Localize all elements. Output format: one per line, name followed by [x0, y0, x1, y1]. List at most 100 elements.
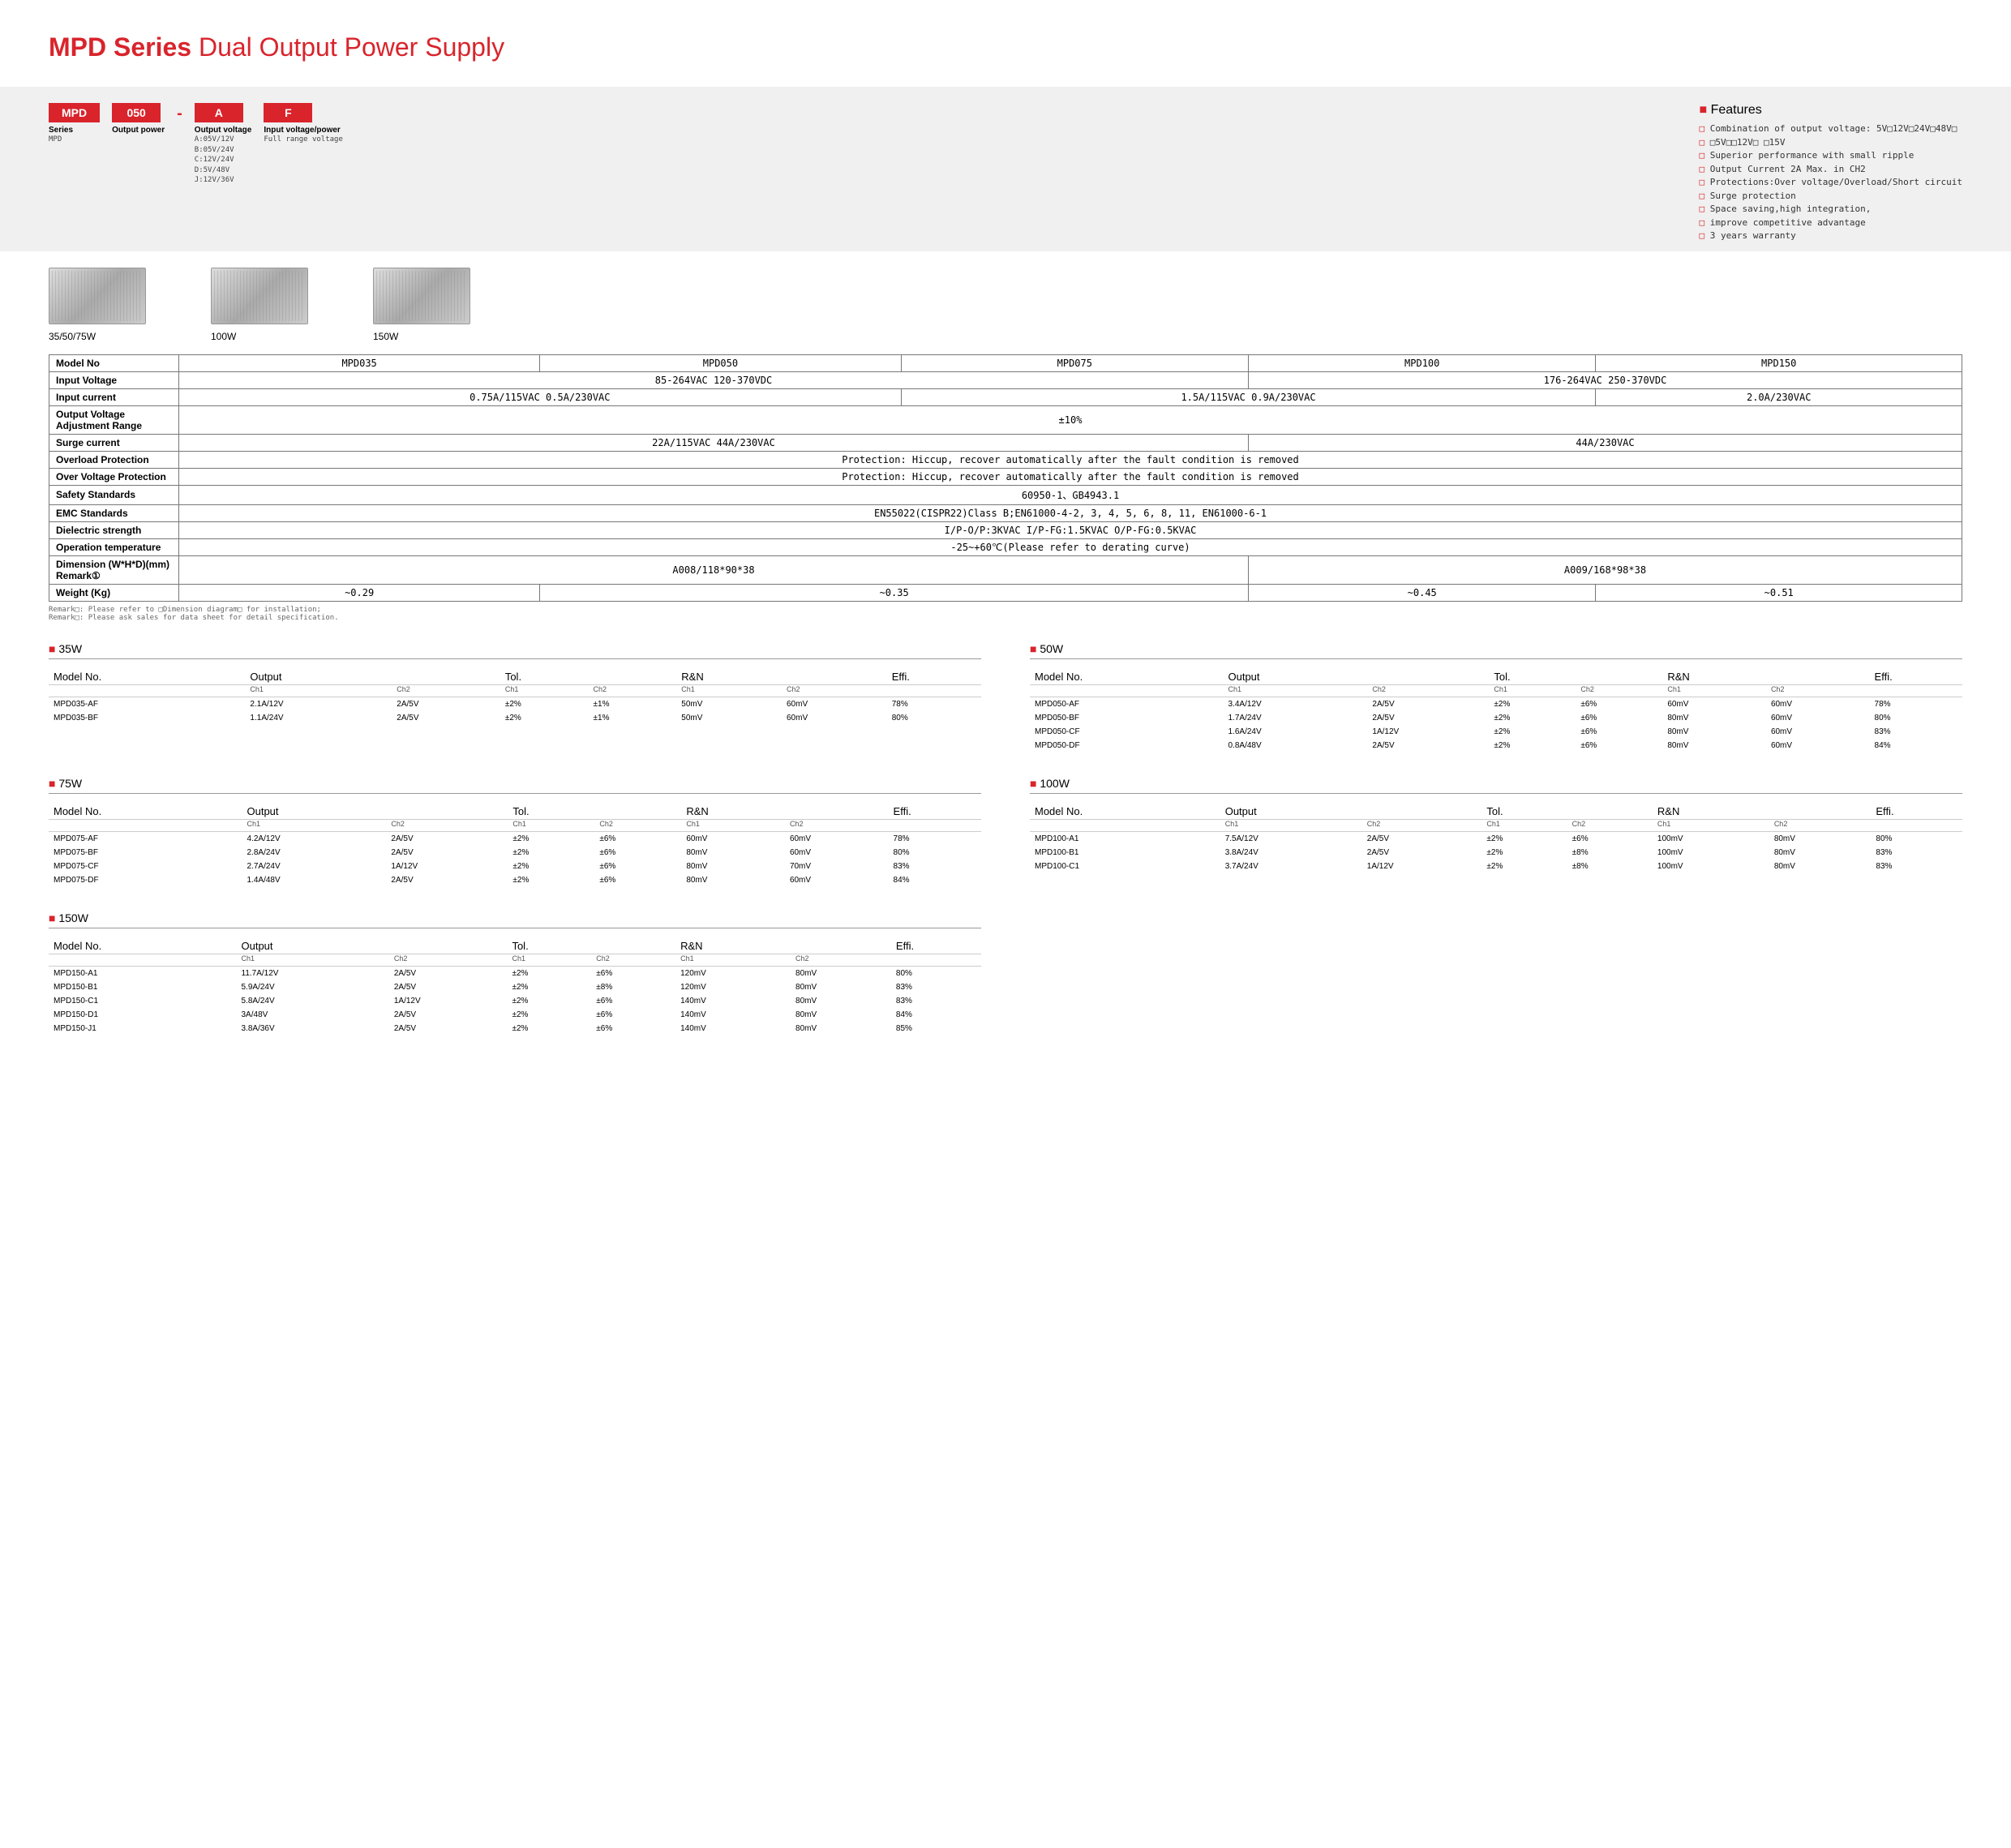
wtable-subheader: Ch1 [242, 819, 387, 831]
wtable-cell: 2A/5V [1367, 697, 1489, 711]
wtable-cell: 80mV [791, 994, 891, 1008]
wattage-table: Model No.OutputTol.R&NEffi.Ch1Ch2Ch1Ch2C… [1030, 667, 1962, 752]
wtable-cell: 60mV [1766, 739, 1870, 752]
wtable-subheader: Ch1 [1662, 684, 1766, 697]
wtable-cell: 2A/5V [386, 846, 508, 860]
wtable-cell: 83% [1870, 725, 1962, 739]
wtable-header: R&N [1662, 667, 1869, 685]
wtable-cell: 78% [887, 697, 981, 711]
wtable-header: Effi. [891, 937, 981, 954]
wtable-header: Tol. [500, 667, 676, 685]
pn-box: 050 [112, 103, 161, 122]
product-label: 150W [373, 331, 470, 342]
title-bold: MPD Series [49, 32, 191, 62]
wtable-header: Tol. [1489, 667, 1662, 685]
wtable-subheader: Ch1 [1489, 684, 1576, 697]
features-box: Features Combination of output voltage: … [1699, 103, 1962, 243]
wtable-subheader: Ch1 [1653, 819, 1769, 831]
wtable-cell: 60mV [1766, 697, 1870, 711]
wtable-cell: 2A/5V [386, 873, 508, 887]
wtable-cell: 80mV [681, 846, 785, 860]
wtable-cell: ±6% [594, 860, 681, 873]
pn-column: AOutput voltageA:05V/12V B:05V/24V C:12V… [195, 103, 252, 186]
wtable-cell: 3.7A/24V [1220, 860, 1362, 873]
wtable-cell: ±2% [508, 873, 594, 887]
wtable-cell: 5.8A/24V [237, 994, 389, 1008]
pn-label: Input voltage/power [264, 126, 343, 135]
wtable-cell: ±2% [1489, 697, 1576, 711]
wtable-cell: ±2% [1481, 846, 1567, 860]
wtable-cell: 85% [891, 1022, 981, 1035]
wtable-subheader: Ch2 [386, 819, 508, 831]
wtable-cell: 80mV [1662, 711, 1766, 725]
wtable-cell: 140mV [675, 1008, 791, 1022]
wtable-header: Effi. [889, 802, 981, 820]
wtable-subheader: Ch1 [507, 954, 591, 966]
wtable-cell: ±8% [1567, 860, 1653, 873]
wtable-cell: 80% [891, 966, 981, 980]
wattage-section: 75WModel No.OutputTol.R&NEffi.Ch1Ch2Ch1C… [49, 777, 981, 887]
wtable-cell: ±2% [1489, 739, 1576, 752]
wtable-cell: 3A/48V [237, 1008, 389, 1022]
wtable-cell: 1.1A/24V [245, 711, 392, 725]
wtable-cell: 0.8A/48V [1224, 739, 1368, 752]
wtable-cell: ±6% [594, 831, 681, 846]
wtable-cell: ±2% [507, 994, 591, 1008]
spec-cell: ~0.29 [179, 584, 540, 601]
spec-cell: 60950-1、GB4943.1 [179, 485, 1962, 504]
wtable-cell: 80% [1870, 711, 1962, 725]
pn-sub: A:05V/12V B:05V/24V C:12V/24V D:5V/48V J… [195, 135, 252, 186]
wtable-header: Output [1220, 802, 1482, 820]
features-list: Combination of output voltage: 5V□12V□24… [1699, 122, 1962, 243]
wattage-table: Model No.OutputTol.R&NEffi.Ch1Ch2Ch1Ch2C… [49, 937, 981, 1035]
wtable-cell: ±2% [500, 711, 589, 725]
wtable-cell: 2A/5V [1367, 739, 1489, 752]
wtable-subheader: Ch2 [1769, 819, 1872, 831]
pn-dash: - [177, 103, 182, 123]
wtable-subheader [1030, 684, 1224, 697]
spec-cell: Protection: Hiccup, recover automaticall… [179, 468, 1962, 485]
feature-item: □5V□□12V□ □15V [1699, 136, 1962, 150]
wtable-subheader: Ch1 [681, 819, 785, 831]
wtable-cell: MPD150-D1 [49, 1008, 237, 1022]
wtable-cell: 1.7A/24V [1224, 711, 1368, 725]
wtable-cell: MPD050-CF [1030, 725, 1224, 739]
spec-row-label: Dielectric strength [49, 521, 179, 538]
wtable-header: Model No. [1030, 802, 1220, 820]
wattage-section: 100WModel No.OutputTol.R&NEffi.Ch1Ch2Ch1… [1030, 777, 1962, 887]
spec-cell: -25~+60℃(Please refer to derating curve) [179, 538, 1962, 555]
spec-row-label: Over Voltage Protection [49, 468, 179, 485]
spec-table: Model NoMPD035MPD050MPD075MPD100MPD150In… [49, 354, 1962, 602]
wattage-grid: 35WModel No.OutputTol.R&NEffi.Ch1Ch2Ch1C… [49, 642, 1962, 1035]
wtable-cell: 3.8A/36V [237, 1022, 389, 1035]
wtable-cell: ±1% [589, 711, 677, 725]
feature-item: Space saving,high integration, [1699, 203, 1962, 217]
wtable-subheader: Ch2 [1367, 684, 1489, 697]
info-band: MPDSeriesMPD050Output power-AOutput volt… [0, 87, 2011, 251]
spec-cell: 0.75A/115VAC 0.5A/230VAC [179, 388, 902, 405]
wtable-cell: 80mV [791, 1008, 891, 1022]
wtable-cell: 1A/12V [1367, 725, 1489, 739]
wtable-cell: ±6% [1576, 697, 1662, 711]
wtable-header: Output [245, 667, 500, 685]
wtable-header: Model No. [49, 802, 242, 820]
pn-label: Series [49, 126, 100, 135]
remarks-text: Remark□: Please refer to □Dimension diag… [49, 606, 1962, 622]
wtable-header: Model No. [49, 667, 245, 685]
wattage-title: 35W [49, 642, 981, 659]
wtable-cell: 11.7A/12V [237, 966, 389, 980]
wtable-header: R&N [681, 802, 888, 820]
product-label: 35/50/75W [49, 331, 146, 342]
pn-sub: MPD [49, 135, 100, 145]
wtable-subheader: Ch2 [1567, 819, 1653, 831]
pn-column: 050Output power [112, 103, 165, 135]
wtable-cell: ±2% [1481, 831, 1567, 846]
wtable-subheader: Ch2 [589, 684, 677, 697]
wtable-cell: 7.5A/12V [1220, 831, 1362, 846]
product-label: 100W [211, 331, 308, 342]
wtable-cell: 80mV [1769, 860, 1872, 873]
wtable-cell: 80mV [1662, 739, 1766, 752]
wtable-cell: 120mV [675, 980, 791, 994]
wtable-subheader: Ch1 [1220, 819, 1362, 831]
feature-item: Output Current 2A Max. in CH2 [1699, 163, 1962, 177]
